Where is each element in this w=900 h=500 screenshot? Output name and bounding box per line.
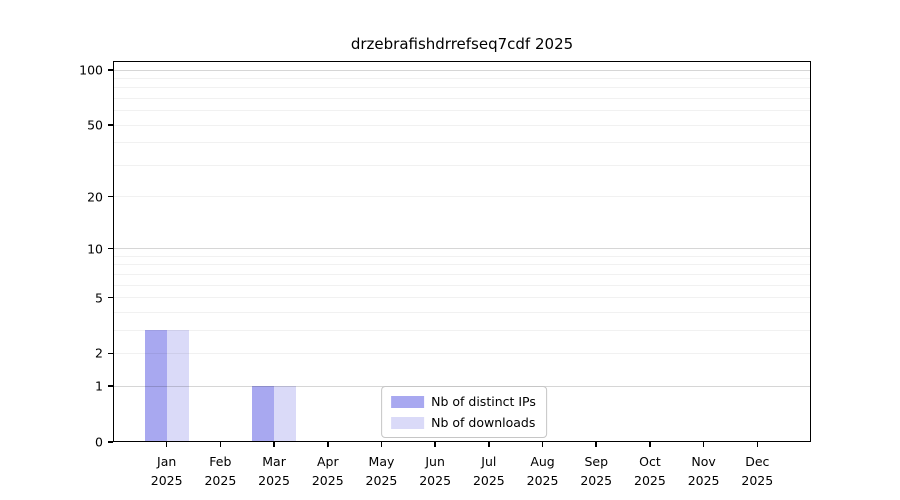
x-tick-mark	[434, 442, 436, 447]
x-tick-mark	[380, 442, 383, 447]
y-tick-mark	[108, 69, 113, 71]
x-tick-label: Oct 2025	[618, 452, 682, 490]
y-tick-label: 5	[95, 290, 103, 306]
x-tick-label: Feb 2025	[188, 452, 252, 490]
x-tick-month: Apr	[316, 454, 339, 469]
gridline	[113, 264, 811, 266]
y-tick-mark	[108, 124, 113, 126]
x-tick-label: Sep 2025	[564, 452, 628, 490]
y-tick-mark	[108, 441, 113, 443]
x-tick-label: Apr 2025	[296, 452, 360, 490]
legend-swatch	[391, 416, 425, 429]
chart-title: drzebrafishdrrefseq7cdf 2025	[350, 35, 574, 53]
x-tick-mark	[649, 442, 651, 447]
bar-downloads	[274, 386, 297, 442]
x-tick-mark	[756, 442, 759, 447]
y-tick-label: 0	[95, 434, 103, 450]
legend-entry: Nb of distinct IPs	[391, 393, 536, 410]
legend-label: Nb of distinct IPs	[431, 394, 536, 409]
bar-distinct-ips	[252, 386, 275, 442]
x-tick-label: Aug 2025	[511, 452, 575, 490]
x-tick-year: 2025	[150, 473, 183, 488]
bar-distinct-ips	[144, 330, 167, 442]
x-tick-mark	[595, 442, 597, 447]
gridline	[113, 329, 811, 331]
gridline	[113, 77, 811, 79]
x-tick-mark	[702, 442, 705, 447]
legend: Nb of distinct IPs Nb of downloads	[381, 386, 547, 438]
y-tick-label: 50	[87, 117, 103, 133]
x-tick-label: Jan 2025	[135, 452, 199, 490]
y-tick-mark	[108, 296, 113, 299]
gridline	[113, 297, 811, 299]
bar-downloads	[166, 330, 189, 442]
gridline	[113, 97, 811, 99]
legend-swatch	[391, 395, 425, 408]
legend-entry: Nb of downloads	[391, 414, 536, 431]
x-tick-year: 2025	[204, 473, 237, 488]
y-tick-label: 2	[95, 345, 103, 361]
gridline	[113, 110, 811, 112]
x-tick-mark	[541, 442, 544, 447]
y-tick-mark	[108, 247, 113, 250]
x-tick-mark	[488, 442, 490, 447]
x-tick-month: Dec	[745, 454, 770, 469]
x-tick-label: Nov 2025	[672, 452, 736, 490]
gridline	[113, 255, 811, 257]
gridline	[113, 273, 811, 275]
gridline	[113, 124, 811, 126]
gridline	[113, 142, 811, 144]
gridline	[113, 164, 811, 166]
gridline	[113, 69, 811, 71]
y-tick-mark	[108, 385, 113, 387]
x-tick-mark	[273, 442, 275, 447]
x-tick-label: Dec 2025	[725, 452, 789, 490]
y-tick-label: 10	[87, 241, 103, 257]
x-tick-year: 2025	[311, 473, 344, 488]
gridline	[113, 352, 811, 354]
gridline	[113, 87, 811, 89]
y-tick-label: 1	[95, 378, 103, 394]
x-tick-year: 2025	[741, 473, 774, 488]
x-tick-label: Jun 2025	[403, 452, 467, 490]
x-tick-month: Jun	[425, 454, 445, 469]
x-tick-year: 2025	[258, 473, 290, 488]
gridline	[113, 196, 811, 198]
y-tick-label: 20	[87, 189, 103, 205]
x-tick-month: Nov	[691, 454, 716, 469]
plot-area: Nb of distinct IPs Nb of downloads	[113, 61, 811, 442]
x-tick-year: 2025	[526, 473, 559, 488]
x-tick-month: Aug	[530, 454, 555, 469]
x-tick-month: Sep	[584, 454, 608, 469]
x-tick-mark	[327, 442, 329, 447]
y-tick-label: 100	[79, 62, 103, 78]
gridline	[113, 248, 811, 250]
x-tick-month: May	[368, 454, 395, 469]
x-tick-label: May 2025	[349, 452, 413, 490]
x-tick-month: Jan	[157, 454, 177, 469]
x-tick-year: 2025	[419, 473, 452, 488]
gridline	[113, 284, 811, 286]
x-tick-year: 2025	[580, 473, 613, 488]
x-tick-month: Jul	[481, 454, 497, 469]
x-tick-year: 2025	[634, 473, 666, 488]
x-tick-month: Mar	[262, 454, 286, 469]
x-tick-mark	[165, 442, 168, 447]
x-tick-month: Feb	[209, 454, 232, 469]
gridline	[113, 311, 811, 313]
y-tick-mark	[108, 195, 113, 198]
x-tick-label: Mar 2025	[242, 452, 306, 490]
x-tick-month: Oct	[639, 454, 661, 469]
x-tick-year: 2025	[687, 473, 720, 488]
y-tick-mark	[108, 352, 113, 355]
legend-label: Nb of downloads	[431, 415, 536, 430]
x-tick-label: Jul 2025	[457, 452, 521, 490]
x-tick-mark	[219, 442, 222, 447]
x-tick-year: 2025	[365, 473, 398, 488]
x-tick-year: 2025	[472, 473, 505, 488]
